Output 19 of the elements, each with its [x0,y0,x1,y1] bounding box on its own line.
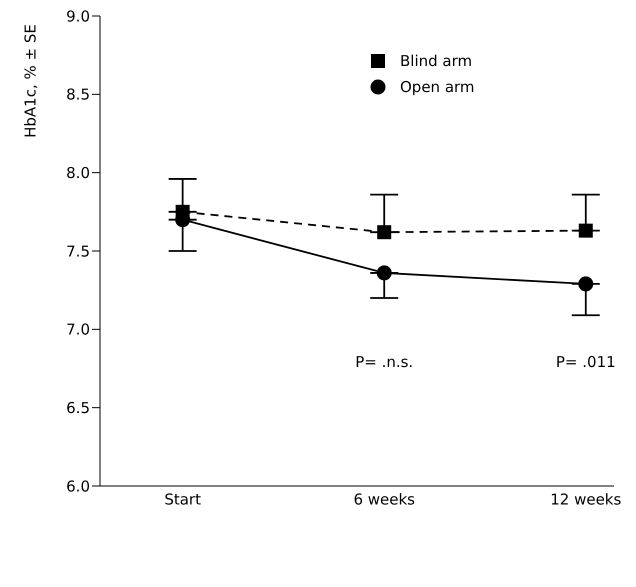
legend-label: Blind arm [400,52,472,70]
x-tick-label: 6 weeks [353,490,416,509]
y-axis-title: HbA1c, % ± SE [21,24,40,138]
point [376,265,392,280]
point [578,276,594,292]
y-tick-label: 7.5 [66,242,90,260]
point [578,224,593,238]
x-tick-label: Start [164,490,202,509]
point [377,225,392,240]
y-tick-label: 9.0 [66,7,90,26]
y-tick-label: 6.0 [66,477,90,496]
y-tick-label: 6.5 [66,398,90,417]
y-tick-label: 8.5 [66,86,90,104]
y-tick-label: 8.0 [66,164,90,182]
legend-label: Open arm [400,78,475,96]
annotation: P= .011 [554,353,617,371]
y-tick-label: 7.0 [66,320,90,339]
x-tick-label: 12 weeks [550,490,622,509]
annotation: P= .n.s. [354,353,414,371]
